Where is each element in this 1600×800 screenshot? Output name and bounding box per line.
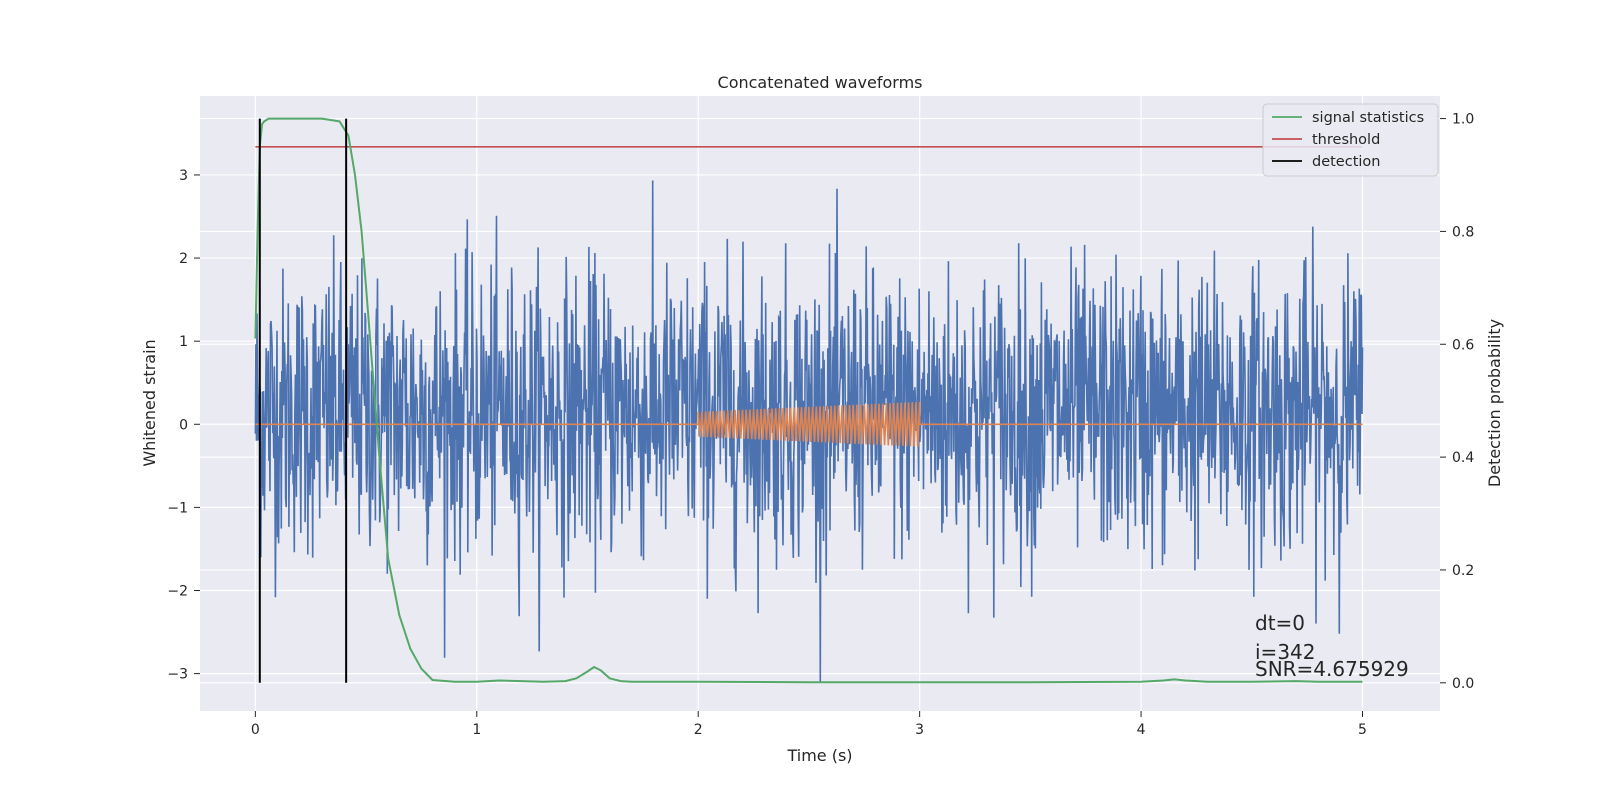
annotations: dt=0 i=342 SNR=4.675929 <box>1255 611 1409 681</box>
y-tick-label-left: 1 <box>179 334 188 350</box>
x-tick-label: 3 <box>915 722 924 738</box>
y-axis-label-left: Whitened strain <box>140 339 159 466</box>
x-tick-label: 2 <box>694 722 703 738</box>
plot-content <box>254 117 1364 684</box>
y-tick-label-left: 3 <box>179 168 188 184</box>
template-series <box>255 401 1363 447</box>
legend-label-threshold: threshold <box>1312 132 1380 148</box>
y-tick-label-right: 1.0 <box>1452 112 1474 128</box>
y-tick-label-left: 0 <box>179 417 188 433</box>
y-tick-label-left: −1 <box>167 500 188 516</box>
legend-box <box>1262 103 1439 177</box>
annotation-snr: SNR=4.675929 <box>1255 657 1409 681</box>
x-tick-label: 1 <box>472 722 481 738</box>
legend-label-detection: detection <box>1312 154 1380 170</box>
x-axis-label: Time (s) <box>786 746 852 765</box>
x-tick-label: 0 <box>251 722 260 738</box>
annotation-dt: dt=0 <box>1255 611 1305 635</box>
legend-label-signal-statistics: signal statistics <box>1312 110 1424 126</box>
axes: 0 1 2 3 4 5 −3 −2 −1 0 1 2 3 0.0 0.2 0.4 0.6 0.8 1.0 <box>167 112 1474 738</box>
y-tick-label-left: 2 <box>179 251 188 267</box>
legend: signal statistics threshold detection <box>1262 103 1439 177</box>
y-tick-label-left: −3 <box>167 667 188 683</box>
y-tick-label-right: 0.6 <box>1452 337 1474 353</box>
x-tick-label: 5 <box>1358 722 1367 738</box>
signal-statistics-series <box>254 117 1363 684</box>
x-tick-label: 4 <box>1137 722 1146 738</box>
strain-series <box>254 180 1364 682</box>
y-tick-label-right: 0.0 <box>1452 676 1474 692</box>
y-tick-label-left: −2 <box>167 583 188 599</box>
annotation-index: i=342 <box>1255 640 1316 664</box>
y-tick-label-right: 0.8 <box>1452 224 1474 240</box>
y-tick-label-right: 0.2 <box>1452 563 1474 579</box>
y-tick-label-right: 0.4 <box>1452 450 1474 466</box>
y-axis-label-right: Detection probability <box>1485 319 1504 487</box>
chart-title: Concatenated waveforms <box>718 73 923 92</box>
